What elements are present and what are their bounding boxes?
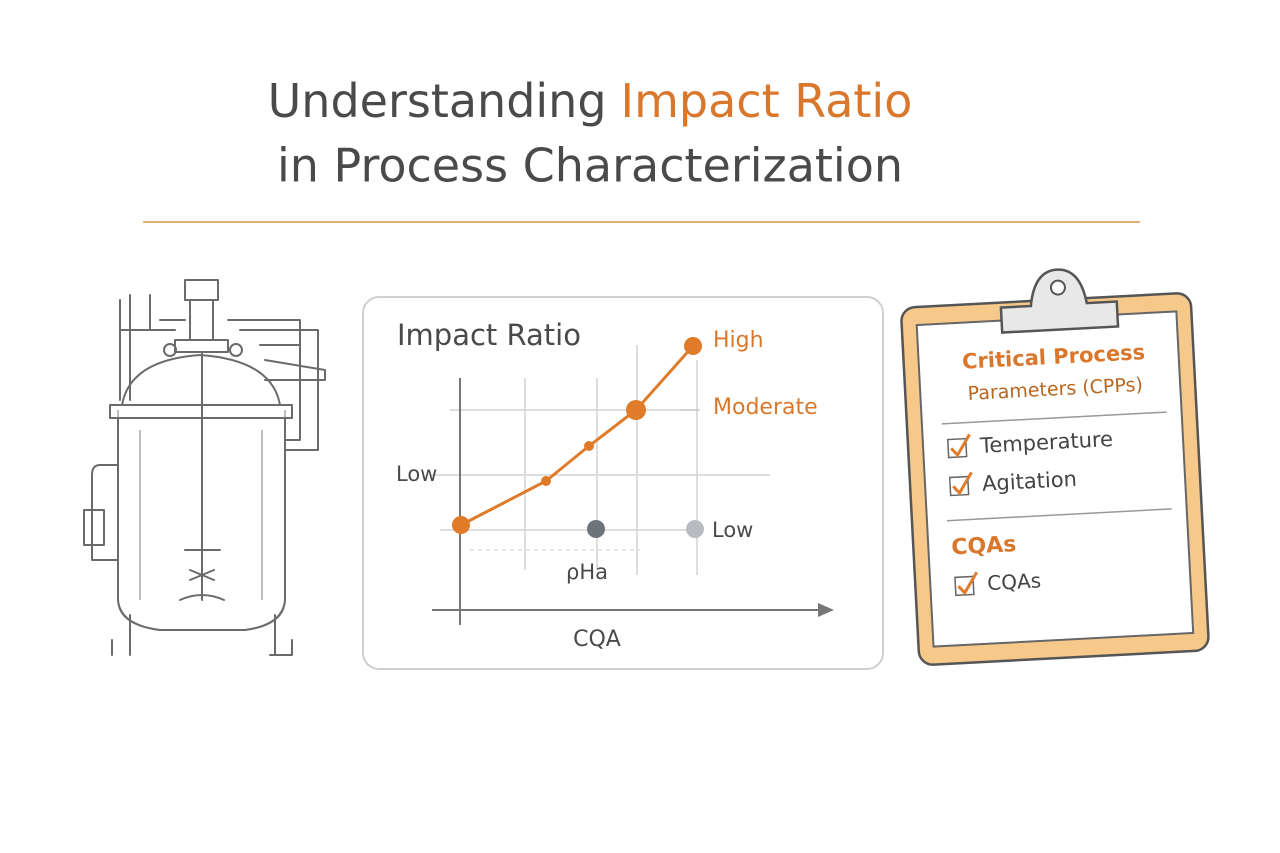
clipboard: Critical Process Parameters (CPPs) Tempe… xyxy=(900,268,1210,666)
title-line1: Understanding Impact Ratio xyxy=(268,74,913,128)
clipboard-item: Agitation xyxy=(981,467,1077,496)
clipboard-item: CQAs xyxy=(987,568,1042,595)
point xyxy=(452,516,470,534)
x-axis-arrow xyxy=(818,603,834,617)
point xyxy=(584,441,594,451)
panel-title: Impact Ratio xyxy=(397,318,581,352)
point xyxy=(626,400,646,420)
reactor-illustration xyxy=(83,279,326,656)
x-axis-label: CQA xyxy=(573,627,621,652)
gray-point xyxy=(686,520,704,538)
chart-panel xyxy=(362,296,884,670)
title-line2: in Process Characterization xyxy=(277,139,903,193)
label-low-right: Low xyxy=(712,518,753,542)
title-highlight: Impact Ratio xyxy=(621,74,913,128)
title-lead: Understanding xyxy=(268,74,607,128)
label-ph: ρHa xyxy=(566,560,608,584)
label-high: High xyxy=(713,328,764,353)
gray-point xyxy=(587,520,605,538)
label-low-left: Low xyxy=(396,462,437,486)
grid xyxy=(430,345,770,575)
clipboard-section: CQAs xyxy=(951,532,1017,560)
point xyxy=(684,337,702,355)
clipboard-clip xyxy=(999,268,1120,334)
label-moderate: Moderate xyxy=(713,395,818,420)
point xyxy=(541,476,551,486)
